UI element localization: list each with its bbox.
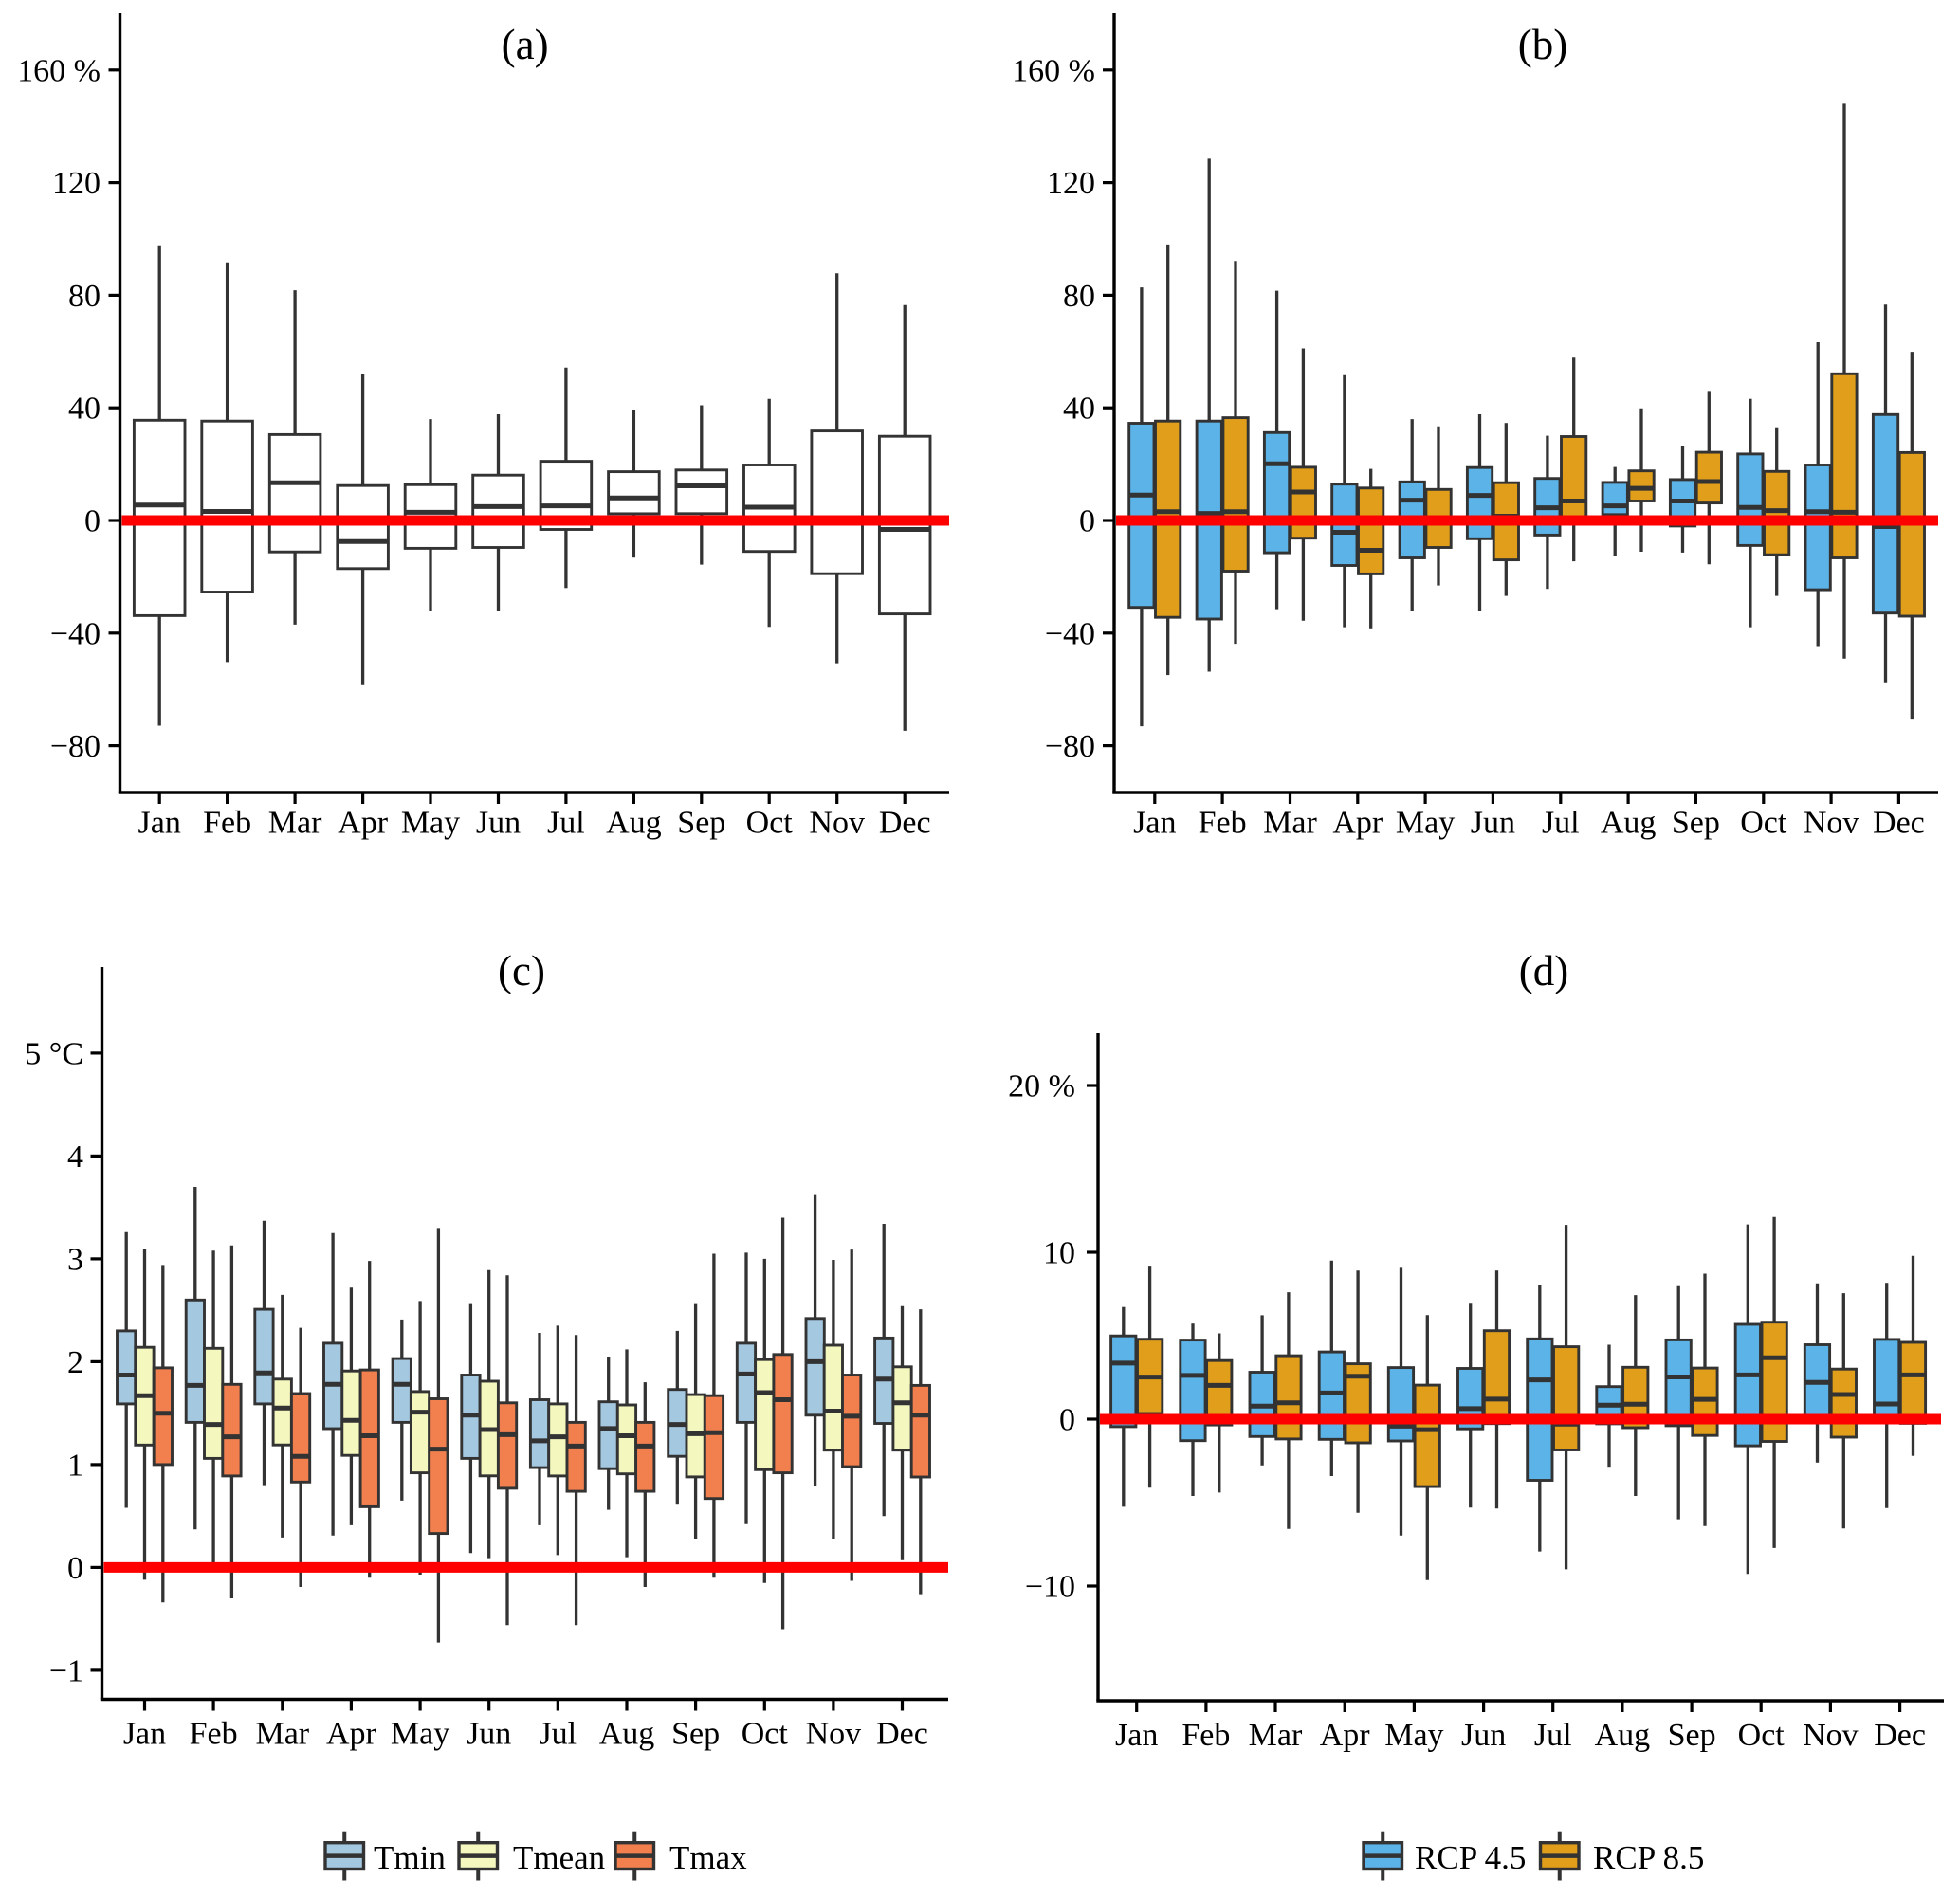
svg-text:May: May xyxy=(401,806,460,841)
svg-text:Jun: Jun xyxy=(467,1717,511,1752)
svg-text:−40: −40 xyxy=(1045,616,1095,651)
svg-text:Jan: Jan xyxy=(1133,806,1176,841)
svg-text:Oct: Oct xyxy=(1740,806,1787,841)
svg-text:−80: −80 xyxy=(1045,729,1095,764)
svg-text:0: 0 xyxy=(1059,1403,1075,1438)
svg-text:(b): (b) xyxy=(1518,21,1567,68)
svg-text:−1: −1 xyxy=(49,1653,83,1688)
svg-text:Mar: Mar xyxy=(255,1717,309,1752)
svg-text:1: 1 xyxy=(67,1448,83,1483)
svg-text:Dec: Dec xyxy=(879,806,931,841)
svg-text:May: May xyxy=(1384,1718,1443,1753)
svg-text:Dec: Dec xyxy=(1874,1718,1926,1753)
svg-text:80: 80 xyxy=(68,279,101,314)
svg-text:Jun: Jun xyxy=(1471,806,1515,841)
svg-text:−80: −80 xyxy=(50,729,101,764)
svg-text:May: May xyxy=(1396,806,1455,841)
svg-text:Jul: Jul xyxy=(539,1717,577,1752)
svg-text:Jul: Jul xyxy=(547,806,585,841)
svg-text:4: 4 xyxy=(67,1139,83,1175)
svg-text:(c): (c) xyxy=(498,947,545,994)
svg-text:0: 0 xyxy=(84,504,101,539)
svg-text:Jul: Jul xyxy=(1542,806,1580,841)
svg-text:Feb: Feb xyxy=(190,1717,238,1752)
svg-text:10: 10 xyxy=(1043,1236,1075,1271)
svg-text:Aug: Aug xyxy=(606,806,662,841)
svg-text:Apr: Apr xyxy=(338,806,389,841)
svg-text:0: 0 xyxy=(1079,504,1095,539)
svg-text:Apr: Apr xyxy=(1320,1718,1371,1753)
svg-text:80: 80 xyxy=(1063,279,1095,314)
svg-text:−40: −40 xyxy=(50,616,101,651)
svg-text:2: 2 xyxy=(67,1345,83,1380)
svg-text:Tmin: Tmin xyxy=(374,1839,446,1876)
svg-text:Mar: Mar xyxy=(1249,1718,1303,1753)
svg-text:Dec: Dec xyxy=(1873,806,1925,841)
svg-text:Feb: Feb xyxy=(1181,1718,1230,1753)
svg-text:Aug: Aug xyxy=(1595,1718,1651,1753)
svg-text:160 %: 160 % xyxy=(1012,53,1095,88)
svg-text:5 °C: 5 °C xyxy=(25,1036,83,1071)
svg-text:Oct: Oct xyxy=(1738,1718,1786,1753)
svg-text:Dec: Dec xyxy=(876,1717,928,1752)
svg-text:Sep: Sep xyxy=(1668,1718,1716,1753)
svg-text:40: 40 xyxy=(68,392,101,427)
svg-text:May: May xyxy=(391,1717,449,1752)
svg-text:40: 40 xyxy=(1063,392,1095,427)
svg-text:Nov: Nov xyxy=(1803,1718,1859,1753)
svg-text:−10: −10 xyxy=(1025,1570,1075,1605)
svg-text:Feb: Feb xyxy=(1199,806,1247,841)
svg-text:Apr: Apr xyxy=(1332,806,1383,841)
svg-text:Feb: Feb xyxy=(203,806,251,841)
svg-text:20 %: 20 % xyxy=(1008,1069,1075,1104)
svg-text:Mar: Mar xyxy=(1263,806,1317,841)
svg-text:Oct: Oct xyxy=(746,806,794,841)
svg-text:Nov: Nov xyxy=(809,806,865,841)
svg-text:Aug: Aug xyxy=(599,1717,655,1752)
svg-text:(d): (d) xyxy=(1519,947,1568,994)
svg-text:Apr: Apr xyxy=(326,1717,377,1752)
svg-text:Mar: Mar xyxy=(268,806,322,841)
svg-text:160 %: 160 % xyxy=(17,53,101,88)
svg-text:RCP 4.5: RCP 4.5 xyxy=(1415,1839,1526,1876)
svg-text:Aug: Aug xyxy=(1601,806,1657,841)
svg-text:Nov: Nov xyxy=(806,1717,862,1752)
svg-text:Sep: Sep xyxy=(1672,806,1720,841)
svg-text:Jun: Jun xyxy=(476,806,521,841)
svg-text:RCP 8.5: RCP 8.5 xyxy=(1593,1839,1704,1876)
svg-text:Oct: Oct xyxy=(742,1717,789,1752)
svg-text:Jan: Jan xyxy=(138,806,181,841)
svg-text:Sep: Sep xyxy=(677,806,725,841)
svg-text:120: 120 xyxy=(52,166,101,201)
svg-text:Jan: Jan xyxy=(123,1717,166,1752)
svg-text:Jan: Jan xyxy=(1115,1718,1158,1753)
svg-text:Nov: Nov xyxy=(1804,806,1859,841)
svg-text:Jun: Jun xyxy=(1461,1718,1506,1753)
svg-text:Tmax: Tmax xyxy=(669,1839,747,1876)
svg-text:Tmean: Tmean xyxy=(513,1839,605,1876)
svg-text:(a): (a) xyxy=(502,21,549,68)
svg-text:0: 0 xyxy=(67,1551,83,1586)
svg-text:3: 3 xyxy=(67,1242,83,1277)
svg-text:Jul: Jul xyxy=(1534,1718,1572,1753)
svg-text:Sep: Sep xyxy=(671,1717,720,1752)
svg-text:120: 120 xyxy=(1047,166,1095,201)
